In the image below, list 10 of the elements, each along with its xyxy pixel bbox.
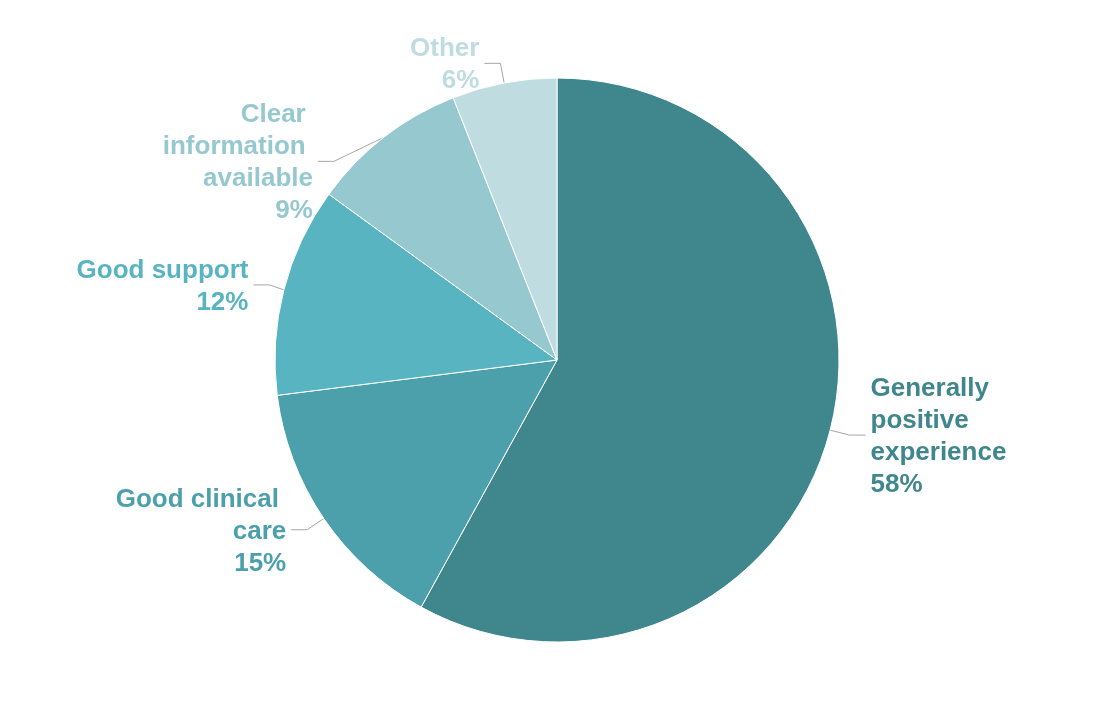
slice-label: Generally positive experience xyxy=(870,372,1007,467)
data-label: 6% xyxy=(441,64,480,95)
data-label: 58% xyxy=(870,468,923,499)
slice-label: Clear information available xyxy=(162,98,313,193)
data-label: 15% xyxy=(234,546,287,577)
slice-label: Good clinical care xyxy=(115,482,287,545)
slice-label: Good support xyxy=(76,253,249,284)
data-label: 12% xyxy=(196,285,249,316)
data-label: 9% xyxy=(275,194,313,225)
slice-label: Other xyxy=(410,32,480,63)
